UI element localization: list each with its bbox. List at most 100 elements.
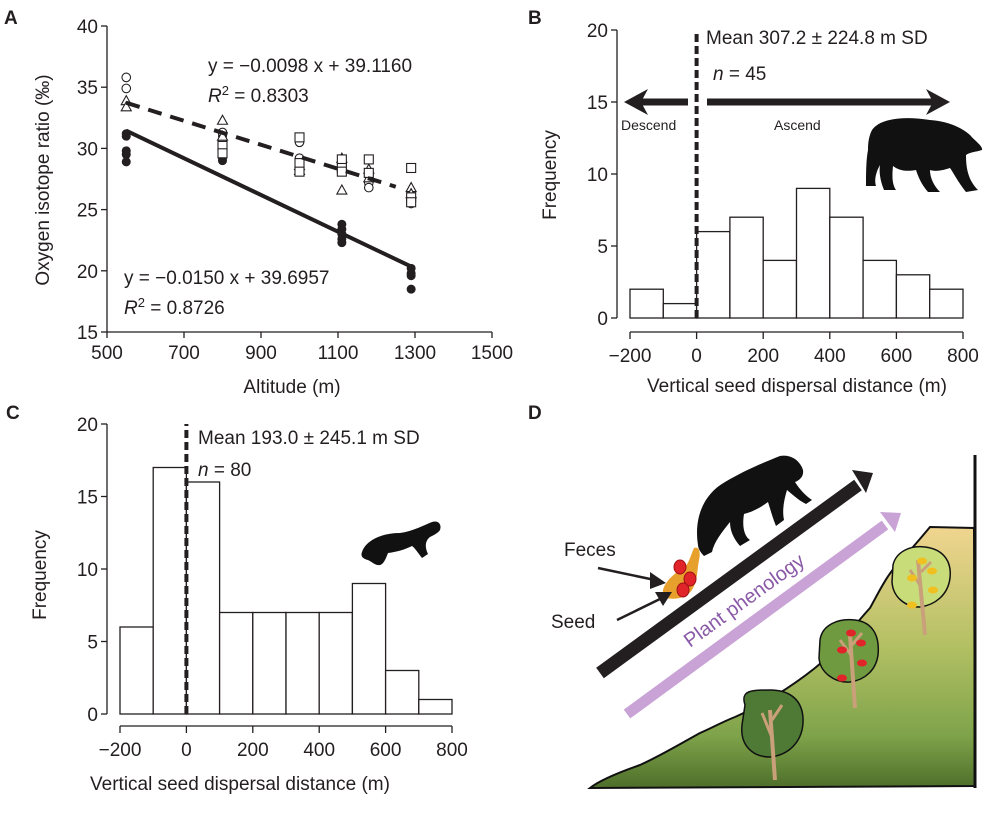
- x-tick-label: −200: [609, 346, 652, 367]
- y-tick-label: 25: [77, 201, 98, 222]
- data-point-open-square: [363, 167, 374, 178]
- data-point-open-square: [217, 148, 228, 159]
- histogram-bar: [895, 274, 931, 319]
- panel-label-c: C: [6, 403, 20, 424]
- tree-yellow-fruit: [891, 545, 951, 636]
- x-tick-label: 200: [237, 740, 269, 761]
- fruit: [837, 674, 847, 682]
- fit-line-dashed: [125, 100, 397, 189]
- y-axis-label-b: Frequency: [540, 130, 561, 220]
- data-point-open-square: [336, 166, 347, 177]
- data-point-filled-circle: [121, 157, 131, 167]
- seed: [673, 559, 687, 575]
- r2-symbol: R: [124, 298, 138, 319]
- r2-value: = 0.8726: [145, 298, 225, 319]
- histogram-bar: [185, 481, 221, 715]
- histogram-bar: [762, 259, 798, 319]
- histogram-bar: [929, 288, 964, 319]
- y-tick-label: 15: [587, 93, 608, 114]
- histogram-bar: [218, 611, 254, 715]
- x-tick-label: 600: [370, 740, 402, 761]
- descend-label: Descend: [621, 117, 676, 133]
- panel-a-axes: 500 700 900 1100 1300 1500 15 20 25 30 35 40: [77, 17, 513, 364]
- histogram-bar: [152, 466, 188, 715]
- data-point-open-square: [406, 162, 417, 174]
- r2-superscript: 2: [222, 83, 229, 98]
- histogram-bar: [119, 626, 154, 715]
- descend-arrowhead: [624, 89, 648, 115]
- ascend-label: Ascend: [774, 117, 821, 133]
- x-tick-label: 400: [814, 346, 846, 367]
- r2-superscript: 2: [138, 295, 145, 310]
- data-point-open-circle: [363, 182, 374, 193]
- histogram-bar: [384, 669, 420, 715]
- feces-label: Feces: [564, 540, 616, 561]
- x-tick-label: 600: [881, 346, 913, 367]
- phenology-arrow: [623, 512, 901, 719]
- dispersal-arrow: [596, 470, 873, 679]
- y-tick-label: 20: [77, 415, 98, 436]
- n-symbol: n: [713, 64, 724, 85]
- data-point-filled-circle: [406, 271, 416, 281]
- histogram-bar: [252, 611, 287, 715]
- histogram-bar: [729, 216, 764, 319]
- x-tick-label: 200: [747, 346, 779, 367]
- y-tick-label: 5: [87, 633, 98, 654]
- y-tick-label: 20: [77, 262, 98, 283]
- data-point-open-circle: [121, 72, 132, 83]
- y-tick-label: 15: [77, 488, 98, 509]
- panel-label-b: B: [528, 8, 542, 29]
- y-tick-label: 40: [77, 17, 98, 38]
- x-tick-label: 700: [168, 343, 200, 364]
- mean-annotation-c: Mean 193.0 ± 245.1 m SD: [198, 428, 420, 449]
- fruit: [928, 586, 938, 594]
- y-tick-label: 30: [77, 139, 98, 160]
- n-symbol: n: [198, 460, 209, 481]
- x-tick-label: 800: [947, 346, 979, 367]
- bear-walking-icon: [697, 455, 812, 556]
- x-tick-label: 800: [436, 740, 468, 761]
- data-point-open-circle: [121, 83, 132, 94]
- data-point-filled-circle: [218, 156, 227, 166]
- y-axis-label-c: Frequency: [30, 530, 51, 620]
- n-annotation-c: n = 80: [198, 460, 251, 481]
- marten-icon: [361, 521, 441, 566]
- x-tick-label: 1500: [471, 343, 513, 364]
- histogram-bar: [862, 259, 898, 319]
- fit-line-solid: [125, 128, 413, 269]
- panel-label-a: A: [4, 8, 18, 29]
- y-tick-label: 0: [597, 309, 608, 330]
- data-point-open-square: [294, 158, 305, 169]
- histogram-bar: [695, 230, 731, 319]
- fit-r2-dashed: R2 = 0.8303: [208, 83, 309, 107]
- y-tick-label: 5: [597, 237, 608, 258]
- histogram-bar: [629, 288, 664, 319]
- y-tick-label: 10: [587, 165, 608, 186]
- y-tick-label: 15: [77, 323, 98, 344]
- x-axis-label-a: Altitude (m): [243, 377, 340, 398]
- r2-value: = 0.8303: [229, 86, 309, 107]
- tree-red-fruit: [818, 618, 880, 709]
- tree-leafless: [741, 689, 804, 781]
- fit-equation-dashed: y = −0.0098 x + 39.1160: [208, 56, 412, 77]
- panel-label-d: D: [528, 403, 542, 424]
- data-point-open-triangle: [216, 114, 229, 125]
- data-point-open-square: [406, 197, 417, 208]
- y-axis-label-a: Oxygen isotope ratio (‰): [33, 74, 54, 285]
- panel-d: D Plant phenology Feces Seed: [528, 403, 977, 790]
- data-point-open-square: [336, 154, 347, 165]
- histogram-bar: [829, 216, 864, 319]
- feces-pointer-arrow: [597, 566, 666, 589]
- n-value: = 80: [209, 460, 252, 481]
- mean-annotation-b: Mean 307.2 ± 224.8 m SD: [706, 28, 928, 49]
- histogram-bar: [285, 611, 320, 715]
- n-annotation-b: n = 45: [713, 64, 766, 85]
- y-tick-label: 20: [587, 21, 608, 42]
- histogram-bar: [795, 187, 831, 319]
- histogram-bar: [418, 698, 453, 715]
- data-point-open-square: [294, 132, 305, 143]
